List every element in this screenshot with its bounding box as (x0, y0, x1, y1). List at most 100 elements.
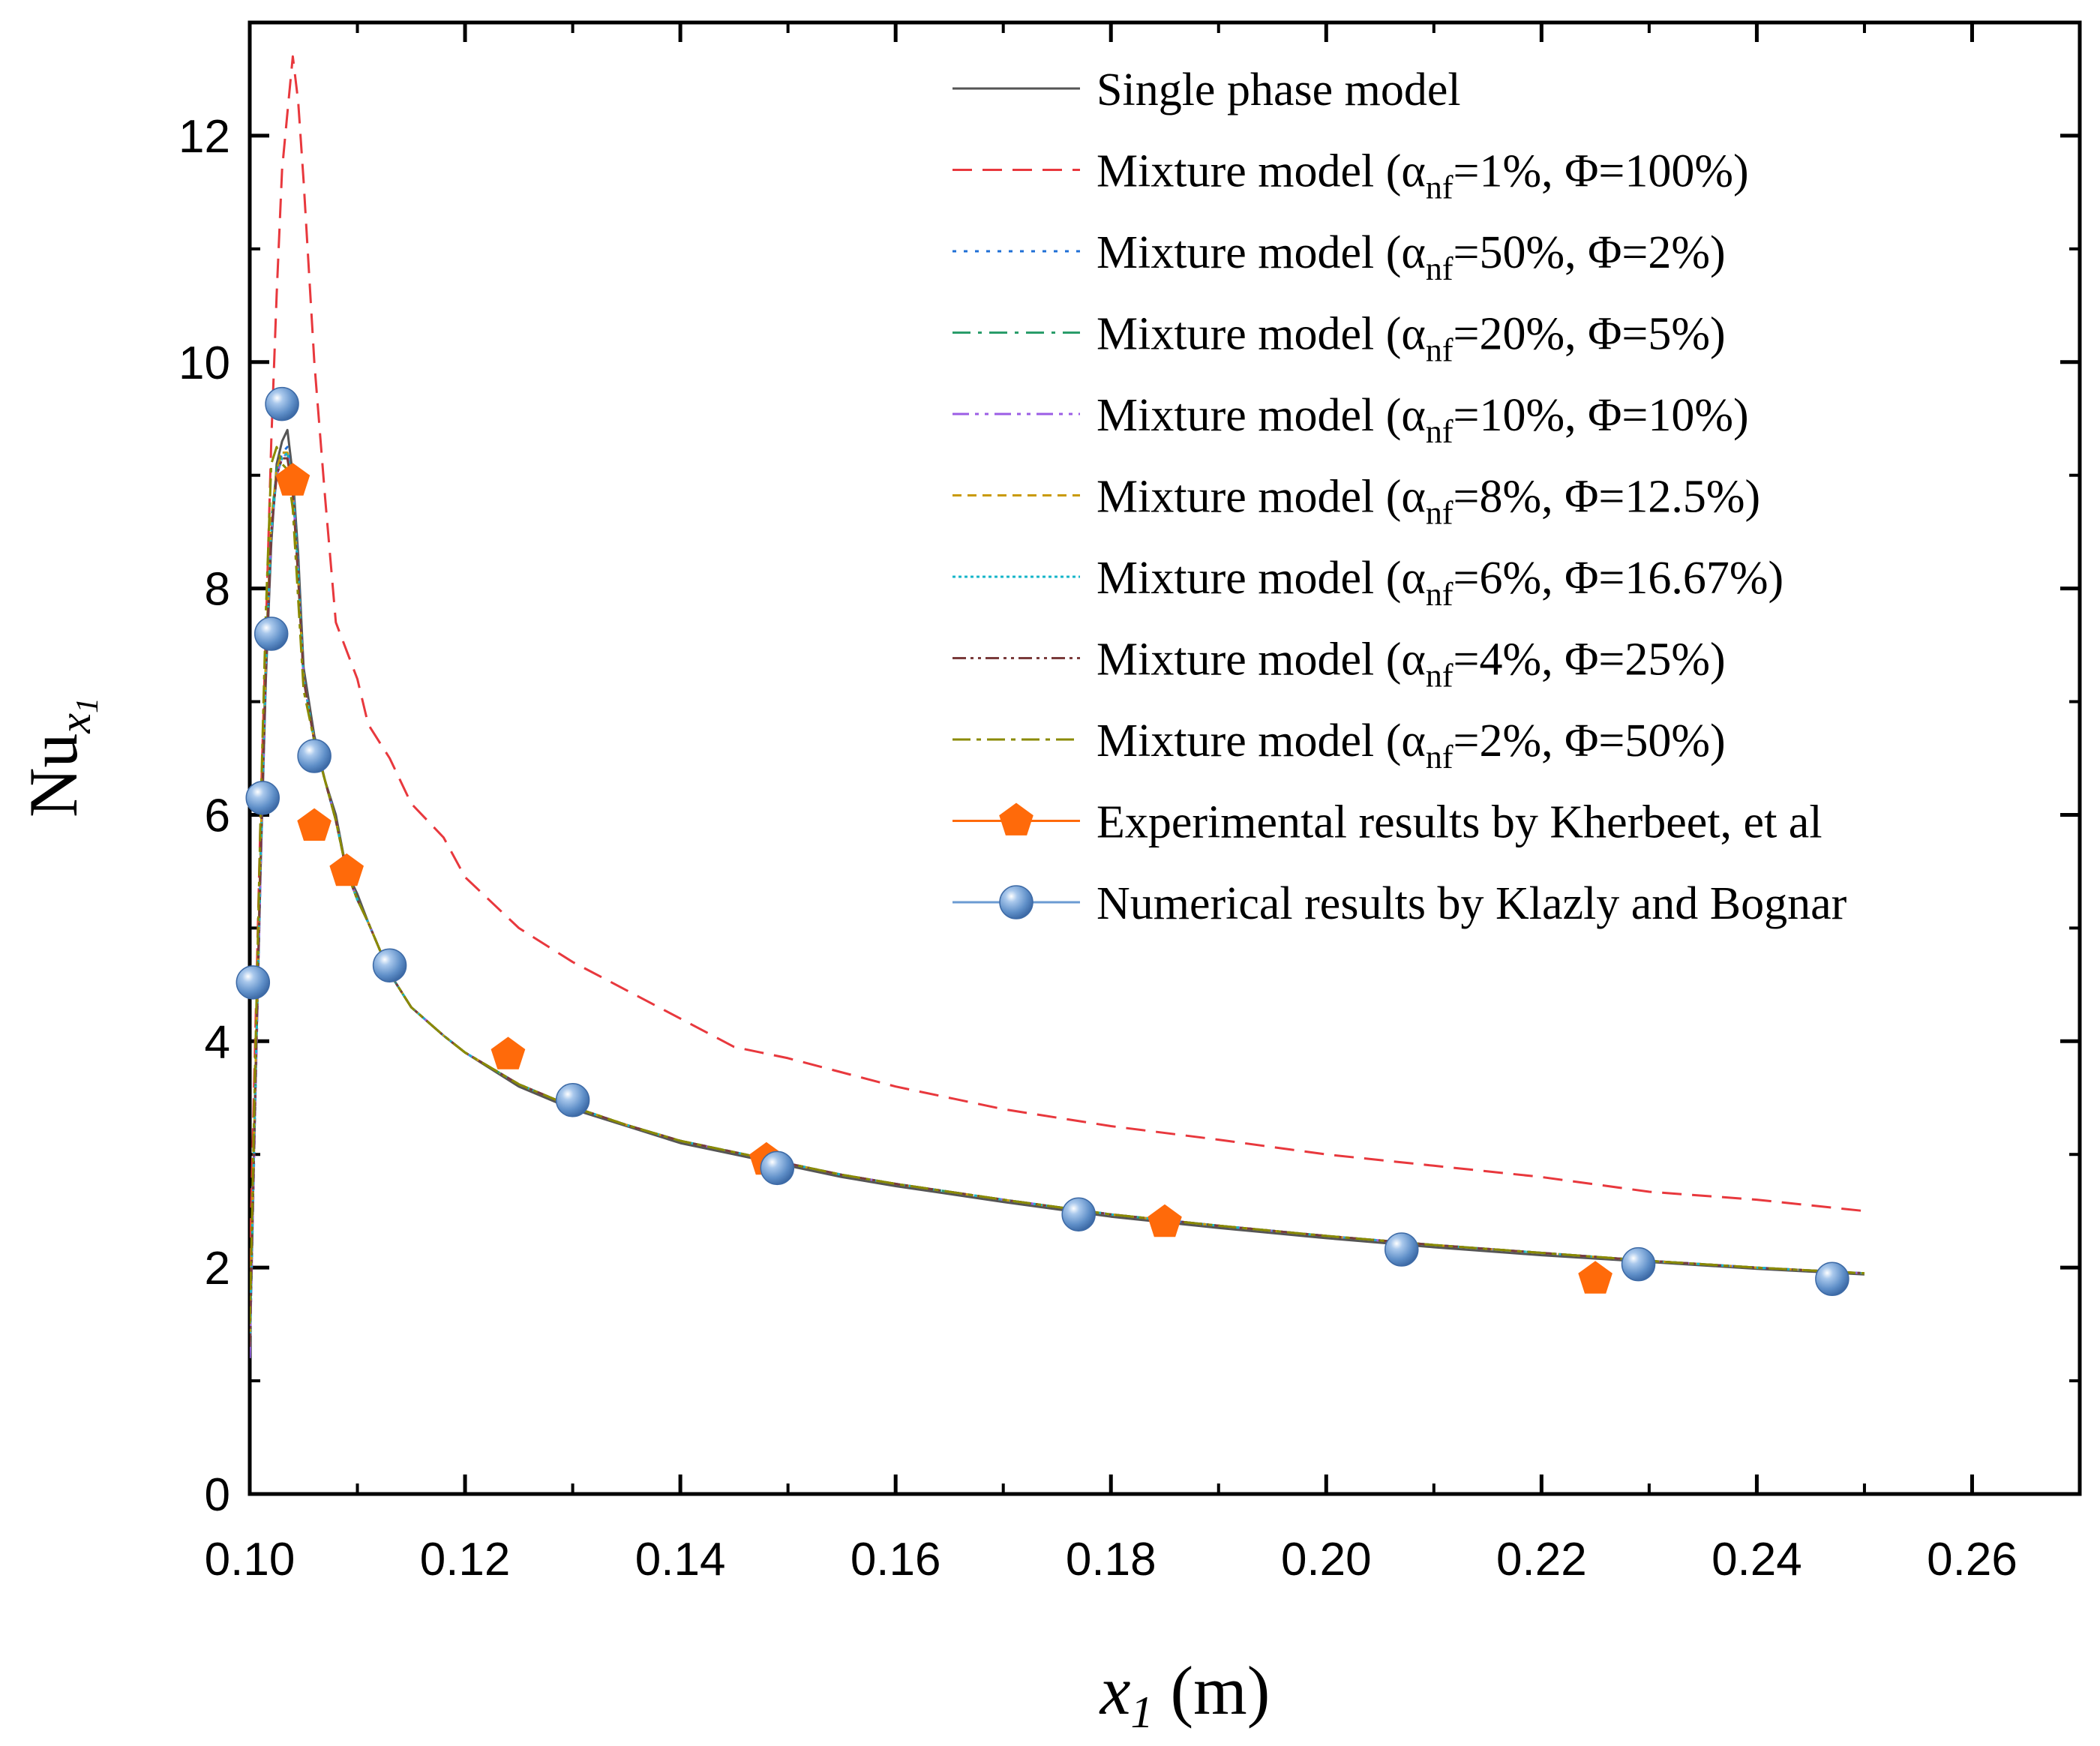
x-axis-ticks: 0.10 0.12 0.14 0.16 0.18 0.20 0.22 0.24 0.26 (205, 22, 2018, 1586)
data-point-numerical-results-by-klazly-and-bognar (236, 965, 271, 1000)
x-tick-label: 0.14 (635, 1534, 726, 1586)
data-point-numerical-results-by-klazly-and-bognar (254, 616, 289, 651)
legend-label-rest: =20%, Φ=5%) (1454, 309, 1726, 360)
data-point-experimental-results-by-kherbeet-et-al (329, 853, 364, 886)
legend-label-sub: nf (1426, 413, 1454, 450)
legend-item-mixture-model-nf-4-25: Mixture model (αnf=4%, Φ=25%) (952, 634, 1726, 694)
series-markers (236, 386, 1850, 1296)
data-point-numerical-results-by-klazly-and-bognar (1621, 1246, 1656, 1282)
x-axis-title-unit: (m) (1154, 1652, 1270, 1729)
legend-label-rest: =2%, Φ=50%) (1454, 716, 1726, 766)
legend-label-main: Mixture model (α (1096, 390, 1426, 441)
legend-label-sub: nf (1426, 170, 1454, 206)
legend-label-main: Mixture model (α (1096, 309, 1426, 360)
data-point-numerical-results-by-klazly-and-bognar (372, 948, 407, 982)
legend-label-sub: nf (1426, 332, 1454, 369)
legend-label-main: Mixture model (α (1096, 553, 1426, 604)
legend-label: Mixture model (αnf=6%, Φ=16.67%) (1096, 553, 1784, 613)
y-tick-label: 10 (178, 338, 230, 389)
legend-marker (999, 802, 1034, 836)
legend-item-mixture-model-nf-1-100: Mixture model (αnf=1%, Φ=100%) (952, 146, 1749, 206)
legend-item-mixture-model-nf-2-50: Mixture model (αnf=2%, Φ=50%) (952, 716, 1726, 776)
legend-label: Experimental results by Kherbeet, et al (1096, 797, 1822, 848)
x-axis-title: x1 (m) (1099, 1652, 1270, 1737)
legend-label: Mixture model (αnf=4%, Φ=25%) (1096, 634, 1726, 694)
x-axis-title-sub: 1 (1131, 1688, 1154, 1737)
legend-item-mixture-model-nf-10-10: Mixture model (αnf=10%, Φ=10%) (952, 390, 1749, 450)
legend-label-main: Experimental results by Kherbeet, et al (1096, 797, 1822, 848)
legend-label-rest: =4%, Φ=25%) (1454, 634, 1726, 686)
legend-label-sub: nf (1426, 576, 1454, 613)
y-tick-label: 12 (178, 111, 230, 163)
y-tick-label: 6 (205, 790, 230, 842)
data-point-experimental-results-by-kherbeet-et-al (1578, 1261, 1612, 1294)
legend-label-main: Mixture model (α (1096, 716, 1426, 766)
x-tick-label: 0.20 (1281, 1534, 1372, 1586)
x-tick-label: 0.10 (205, 1534, 296, 1586)
legend-item-numerical-results-by-klazly-and-bognar: Numerical results by Klazly and Bognar (952, 878, 1847, 929)
legend-marker (999, 885, 1034, 920)
y-axis-title-sub: x (50, 713, 100, 734)
legend-label: Mixture model (αnf=2%, Φ=50%) (1096, 716, 1726, 776)
legend-label-main: Mixture model (α (1096, 472, 1426, 523)
data-point-numerical-results-by-klazly-and-bognar (555, 1083, 590, 1118)
legend-item-mixture-model-nf-8-12-5: Mixture model (αnf=8%, Φ=12.5%) (952, 472, 1760, 532)
y-tick-label: 0 (205, 1469, 230, 1521)
data-point-experimental-results-by-kherbeet-et-al (1148, 1204, 1182, 1238)
x-tick-label: 0.24 (1712, 1534, 1802, 1586)
plot-frame (248, 20, 2082, 1496)
series-lines (250, 55, 1865, 1358)
legend-label-sub: nf (1426, 658, 1454, 694)
legend-label-main: Numerical results by Klazly and Bognar (1096, 878, 1847, 929)
y-tick-label: 4 (205, 1016, 230, 1068)
legend-item-experimental-results-by-kherbeet-et-al: Experimental results by Kherbeet, et al (952, 797, 1822, 848)
legend-label-rest: =1%, Φ=100%) (1454, 146, 1749, 197)
legend-label: Single phase model (1096, 64, 1461, 116)
x-tick-label: 0.26 (1927, 1534, 2018, 1586)
x-tick-label: 0.22 (1496, 1534, 1587, 1586)
series-line-mixture-model-nf-2-50 (250, 446, 1864, 1324)
legend-label-main: Mixture model (α (1096, 146, 1426, 197)
data-point-numerical-results-by-klazly-and-bognar (1384, 1232, 1419, 1267)
legend-item-mixture-model-nf-6-16-67: Mixture model (αnf=6%, Φ=16.67%) (952, 553, 1784, 613)
data-point-numerical-results-by-klazly-and-bognar (1815, 1262, 1850, 1296)
data-point-numerical-results-by-klazly-and-bognar (245, 781, 280, 815)
data-point-numerical-results-by-klazly-and-bognar (760, 1150, 795, 1186)
legend-label-sub: nf (1426, 739, 1454, 776)
legend-item-mixture-model-nf-20-5: Mixture model (αnf=20%, Φ=5%) (952, 309, 1726, 369)
legend-label-sub: nf (1426, 495, 1454, 532)
legend-label-rest: =6%, Φ=16.67%) (1454, 553, 1784, 604)
legend-label-main: Single phase model (1096, 64, 1461, 116)
y-axis-title-main: Nu (15, 734, 92, 818)
x-tick-label: 0.16 (850, 1534, 941, 1586)
legend-label: Mixture model (αnf=8%, Φ=12.5%) (1096, 472, 1760, 532)
legend-label-rest: =8%, Φ=12.5%) (1454, 472, 1761, 523)
legend-label-main: Mixture model (α (1096, 634, 1426, 686)
legend-item-mixture-model-nf-50-2: Mixture model (αnf=50%, Φ=2%) (952, 227, 1726, 287)
legend-label: Mixture model (αnf=20%, Φ=5%) (1096, 309, 1726, 369)
data-point-experimental-results-by-kherbeet-et-al (297, 808, 332, 841)
series-line-mixture-model-nf-1-100 (250, 55, 1865, 1268)
legend-label: Mixture model (αnf=10%, Φ=10%) (1096, 390, 1749, 450)
y-axis-title: Nux1 (15, 698, 105, 818)
legend-label: Numerical results by Klazly and Bognar (1096, 878, 1847, 929)
legend-label-rest: =50%, Φ=2%) (1454, 227, 1726, 278)
legend-label: Mixture model (αnf=50%, Φ=2%) (1096, 227, 1726, 287)
data-point-numerical-results-by-klazly-and-bognar (265, 386, 299, 422)
y-tick-label: 2 (205, 1243, 230, 1294)
y-axis-ticks: 0 2 4 6 8 10 12 (178, 111, 2080, 1521)
data-point-numerical-results-by-klazly-and-bognar (1061, 1197, 1096, 1232)
y-axis-title-subsub: 1 (70, 698, 105, 713)
data-point-experimental-results-by-kherbeet-et-al (275, 463, 310, 496)
legend-label-sub: nf (1426, 250, 1454, 287)
x-axis-title-main: x (1099, 1652, 1131, 1729)
legend-label-rest: =10%, Φ=10%) (1454, 390, 1749, 441)
x-tick-label: 0.18 (1066, 1534, 1156, 1586)
y-tick-label: 8 (205, 564, 230, 616)
data-point-numerical-results-by-klazly-and-bognar (297, 739, 332, 773)
legend-label-main: Mixture model (α (1096, 227, 1426, 278)
data-point-experimental-results-by-kherbeet-et-al (490, 1036, 526, 1070)
legend-item-single-phase-model: Single phase model (952, 64, 1461, 116)
